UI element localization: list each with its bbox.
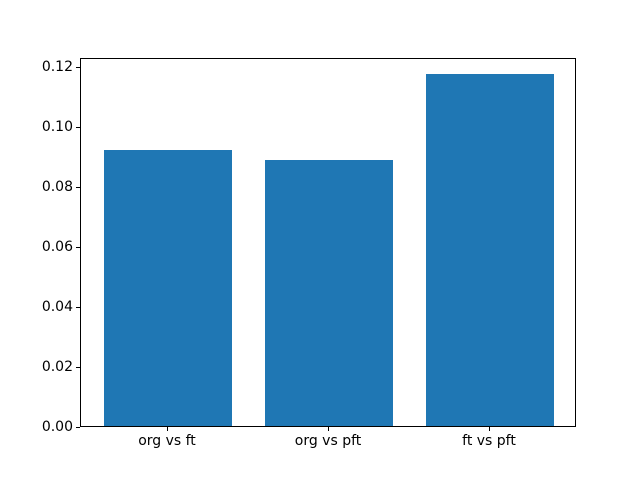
y-tick-label: 0.10 [41,118,73,135]
x-tick-mark [167,427,168,432]
axes [80,57,576,428]
bar-org-vs-ft [103,150,233,427]
y-tick-mark [76,126,80,128]
y-tick-mark [76,426,80,428]
y-tick-label: 0.02 [41,358,73,375]
y-tick-label: 0.00 [41,418,73,435]
y-tick-mark [76,66,80,68]
x-tick-label: ft vs pft [462,433,516,450]
y-tick-label: 0.04 [41,298,73,315]
y-tick-mark [76,186,80,188]
y-tick-mark [76,246,80,248]
x-tick-label: org vs ft [138,433,196,450]
bar-org-vs-pft [264,160,394,427]
y-tick-label: 0.08 [41,178,73,195]
y-tick-label: 0.06 [41,238,73,255]
y-tick-mark [76,366,80,368]
x-tick-mark [328,427,329,432]
x-tick-label: org vs pft [294,433,362,450]
y-tick-mark [76,306,80,308]
bar-ft-vs-pft [425,74,555,427]
x-tick-mark [489,427,490,432]
y-tick-label: 0.12 [41,58,73,75]
